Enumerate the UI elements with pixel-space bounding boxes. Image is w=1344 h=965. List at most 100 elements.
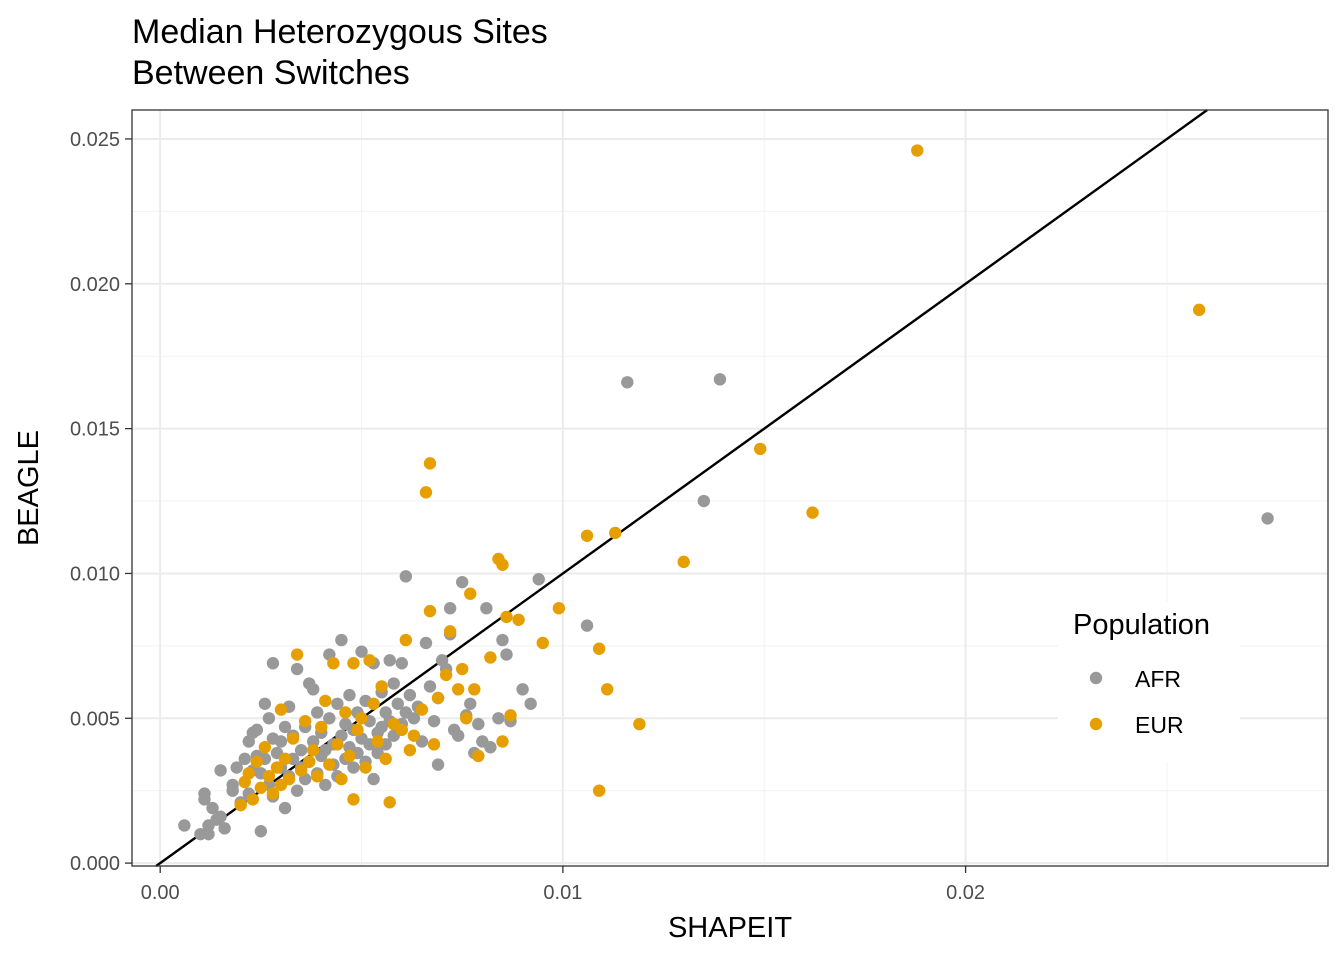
data-point-afr	[456, 575, 469, 589]
data-point-eur	[379, 752, 392, 766]
data-point-eur	[311, 770, 324, 783]
data-point-eur	[234, 798, 247, 812]
data-point-eur	[484, 651, 497, 664]
data-point-eur	[258, 741, 272, 754]
data-point-afr	[423, 680, 437, 693]
data-point-eur	[423, 604, 437, 618]
data-point-afr	[496, 633, 509, 647]
data-point-eur	[423, 457, 437, 470]
data-point-eur	[677, 555, 690, 569]
data-point-afr	[254, 825, 268, 838]
data-point-eur	[367, 697, 380, 710]
data-point-eur	[347, 657, 360, 670]
data-point-afr	[319, 778, 332, 792]
chart-title-line-2: Between Switches	[132, 54, 410, 92]
data-point-eur	[307, 743, 320, 757]
data-point-afr	[238, 752, 251, 766]
data-point-eur	[403, 743, 417, 757]
data-point-eur	[327, 657, 340, 670]
y-axis-title: BEAGLE	[13, 430, 45, 546]
data-point-afr	[202, 827, 215, 841]
data-point-afr	[214, 764, 227, 777]
data-point-eur	[464, 587, 477, 600]
data-point-eur	[754, 442, 767, 456]
data-point-eur	[500, 610, 513, 624]
data-point-eur	[512, 613, 525, 626]
data-point-afr	[226, 784, 239, 797]
data-point-eur	[254, 781, 268, 794]
x-tick-label: 0.02	[946, 882, 985, 904]
data-point-afr	[218, 822, 231, 835]
data-point-eur	[609, 526, 622, 540]
data-point-afr	[290, 662, 304, 676]
data-point-eur	[395, 723, 409, 737]
data-point-afr	[383, 654, 396, 667]
data-point-afr	[355, 645, 368, 658]
data-point-afr	[621, 376, 634, 389]
data-point-eur	[242, 767, 255, 780]
data-point-afr	[431, 758, 445, 771]
data-point-afr	[472, 717, 485, 731]
data-point-afr	[178, 819, 191, 832]
data-point-afr	[258, 697, 272, 710]
series-eur	[234, 144, 1206, 812]
data-point-eur	[496, 558, 509, 571]
data-point-afr	[343, 688, 356, 702]
data-point-eur	[633, 717, 646, 731]
data-point-afr	[516, 683, 529, 696]
data-point-afr	[250, 723, 264, 737]
panel-border	[131, 109, 1329, 867]
data-point-eur	[319, 694, 332, 708]
data-point-eur	[339, 706, 352, 719]
data-point-eur	[343, 749, 356, 763]
legend-title: Population	[1073, 609, 1210, 641]
x-tick-label: 0.01	[543, 882, 582, 904]
legend-entries: AFR EUR	[1089, 666, 1184, 738]
legend: Population AFR EUR	[1058, 602, 1240, 762]
data-point-eur	[331, 738, 344, 751]
data-point-afr	[335, 633, 348, 647]
data-point-eur	[460, 712, 473, 725]
data-point-eur	[290, 648, 304, 661]
data-point-afr	[214, 810, 227, 823]
data-point-eur	[427, 738, 441, 751]
y-axis: 0.000 0.005 0.010 0.015 0.020 0.025	[70, 129, 132, 875]
data-point-afr	[451, 729, 465, 742]
y-tick-label: 0.015	[70, 419, 120, 441]
y-tick-label: 0.005	[70, 708, 120, 730]
data-point-afr	[524, 697, 537, 710]
y-tick-label: 0.020	[70, 274, 120, 296]
data-point-eur	[282, 772, 296, 786]
data-point-afr	[278, 801, 292, 815]
data-point-afr	[323, 712, 336, 725]
data-point-afr	[399, 570, 413, 583]
data-point-afr	[307, 683, 320, 696]
data-point-eur	[496, 735, 509, 748]
data-point-afr	[500, 648, 513, 661]
data-point-eur	[323, 758, 336, 771]
chart-title: Median Heterozygous Sites Between Switch…	[132, 13, 548, 92]
data-point-eur	[580, 529, 594, 542]
data-point-afr	[347, 761, 360, 774]
data-point-afr	[580, 619, 594, 632]
data-point-afr	[331, 697, 344, 710]
data-point-afr	[395, 657, 409, 670]
data-point-afr	[266, 657, 280, 670]
y-tick-label: 0.010	[70, 563, 120, 585]
data-point-eur	[363, 654, 376, 667]
data-point-eur	[347, 793, 360, 806]
data-point-eur	[911, 144, 924, 157]
data-point-afr	[387, 677, 400, 690]
data-point-eur	[298, 714, 312, 728]
data-point-afr	[403, 688, 417, 702]
y-tick-label: 0.000	[70, 853, 120, 875]
data-point-eur	[504, 709, 517, 722]
legend-background	[1058, 602, 1240, 762]
legend-key-eur	[1089, 717, 1103, 731]
x-tick-label: 0.00	[141, 882, 180, 904]
data-point-afr	[532, 573, 545, 586]
data-point-afr	[484, 741, 497, 754]
data-point-afr	[367, 772, 380, 786]
data-point-afr	[278, 720, 292, 734]
